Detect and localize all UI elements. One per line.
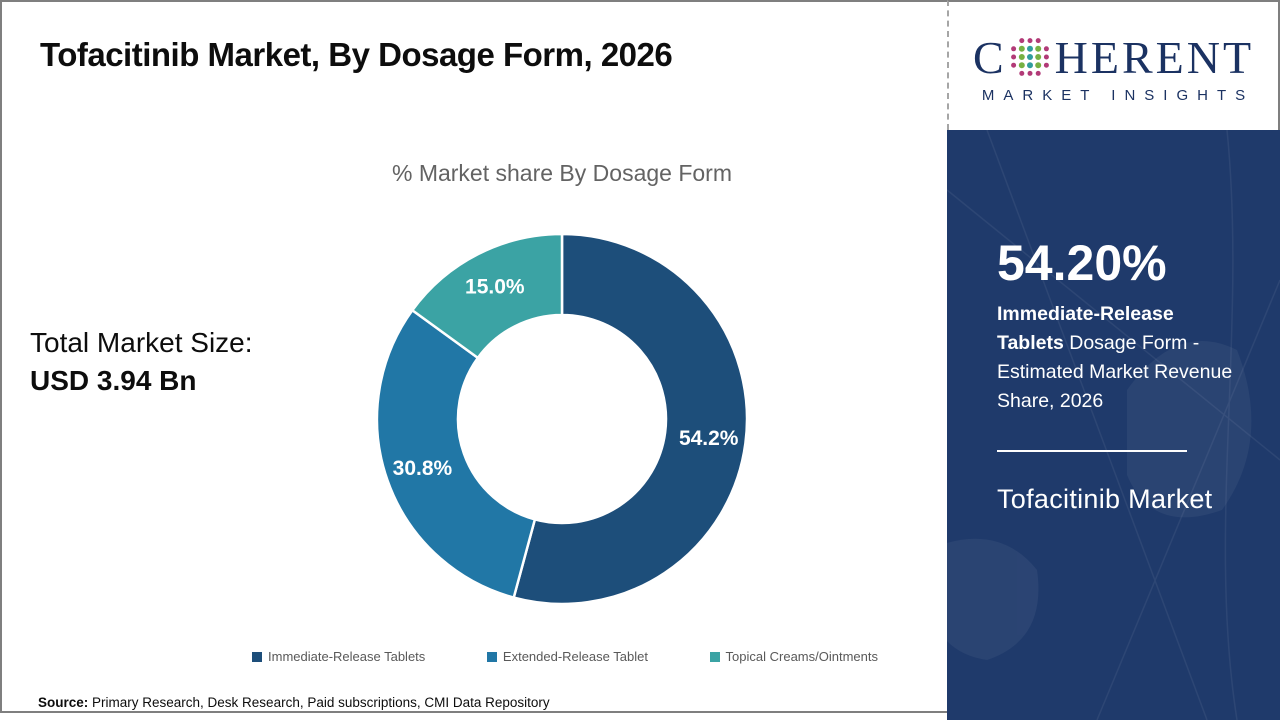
legend-swatch-icon	[709, 651, 720, 662]
logo-tagline: MARKET INSIGHTS	[981, 86, 1255, 104]
globe-dot	[1034, 53, 1041, 60]
globe-dot	[1018, 53, 1025, 60]
slice-label-1: 30.8%	[393, 457, 453, 480]
slice-label-2: 15.0%	[465, 276, 525, 299]
globe-dot	[1043, 54, 1049, 59]
globe-dot	[1018, 37, 1024, 43]
donut-slice-1	[375, 309, 537, 599]
legend-swatch-icon	[252, 651, 262, 662]
globe-dot	[1026, 45, 1033, 52]
donut-chart-svg: 54.2% 30.8% 15.0%	[375, 232, 749, 606]
coherent-logo: C HERENT	[972, 31, 1255, 83]
globe-dot	[1010, 62, 1016, 68]
logo-letter-c: C	[972, 31, 1007, 83]
total-market-size-block: Total Market Size: USD 3.94 Bn	[30, 327, 253, 397]
legend-item-1: Extended-Release Tablet	[486, 649, 648, 664]
logo-word-rest: HERENT	[1054, 31, 1255, 83]
world-map-texture	[947, 130, 1280, 720]
globe-dot	[1026, 61, 1033, 68]
page-title: Tofacitinib Market, By Dosage Form, 2026	[40, 36, 673, 73]
globe-dot	[1034, 45, 1041, 52]
sidebar-divider	[997, 450, 1187, 452]
legend-item-2: Topical Creams/Ointments	[709, 649, 878, 664]
legend-label: Topical Creams/Ointments	[725, 649, 878, 664]
legend-label: Extended-Release Tablet	[502, 649, 648, 664]
total-market-size-label: Total Market Size:	[30, 327, 253, 358]
globe-dot	[1027, 37, 1033, 43]
source-line: Source: Primary Research, Desk Research,…	[38, 695, 550, 710]
donut-chart: 54.2% 30.8% 15.0%	[362, 219, 762, 619]
globe-dot	[1027, 70, 1033, 76]
source-label: Source:	[38, 695, 89, 710]
donut-slice-2	[411, 232, 564, 360]
chart-legend: Immediate-Release Tablets Extended-Releas…	[252, 649, 878, 664]
logo-area: C HERENT MARKET INSIGHTS	[947, 0, 1280, 130]
globe-dot	[1026, 53, 1033, 60]
source-text: Primary Research, Desk Research, Paid su…	[88, 695, 550, 710]
highlight-stat-description: Immediate-Release Tablets Dosage Form - …	[997, 300, 1233, 416]
globe-dot	[1035, 37, 1041, 43]
legend-item-0: Immediate-Release Tablets	[252, 649, 425, 664]
highlight-sidebar: 54.20% Immediate-Release Tablets Dosage …	[947, 130, 1280, 720]
globe-dot	[1018, 45, 1025, 52]
globe-dot	[1043, 62, 1049, 68]
chart-title: % Market share By Dosage Form	[391, 160, 732, 186]
donut-slice-0	[512, 232, 749, 606]
globe-dot	[1018, 61, 1025, 68]
globe-dot	[1018, 70, 1024, 76]
total-market-size-value: USD 3.94 Bn	[30, 365, 197, 396]
highlight-stat-rest: Dosage Form - Estimated Market Revenue S…	[997, 332, 1233, 412]
main-chart-panel: Tofacitinib Market, By Dosage Form, 2026…	[0, 0, 947, 713]
legend-label: Immediate-Release Tablets	[268, 649, 426, 664]
globe-dot	[1043, 45, 1049, 51]
globe-dot	[1010, 45, 1016, 51]
globe-dot	[1034, 61, 1041, 68]
highlight-segment-name: Immediate-Release Tablets	[997, 303, 1174, 354]
legend-swatch-icon	[486, 651, 497, 662]
coherent-globe-icon	[1010, 37, 1049, 76]
globe-dot	[1010, 54, 1016, 59]
globe-dot	[1035, 70, 1041, 76]
highlight-stat-value: 54.20%	[997, 235, 1167, 291]
slice-label-0: 54.2%	[679, 427, 739, 450]
sidebar-market-name: Tofacitinib Market	[997, 484, 1213, 514]
